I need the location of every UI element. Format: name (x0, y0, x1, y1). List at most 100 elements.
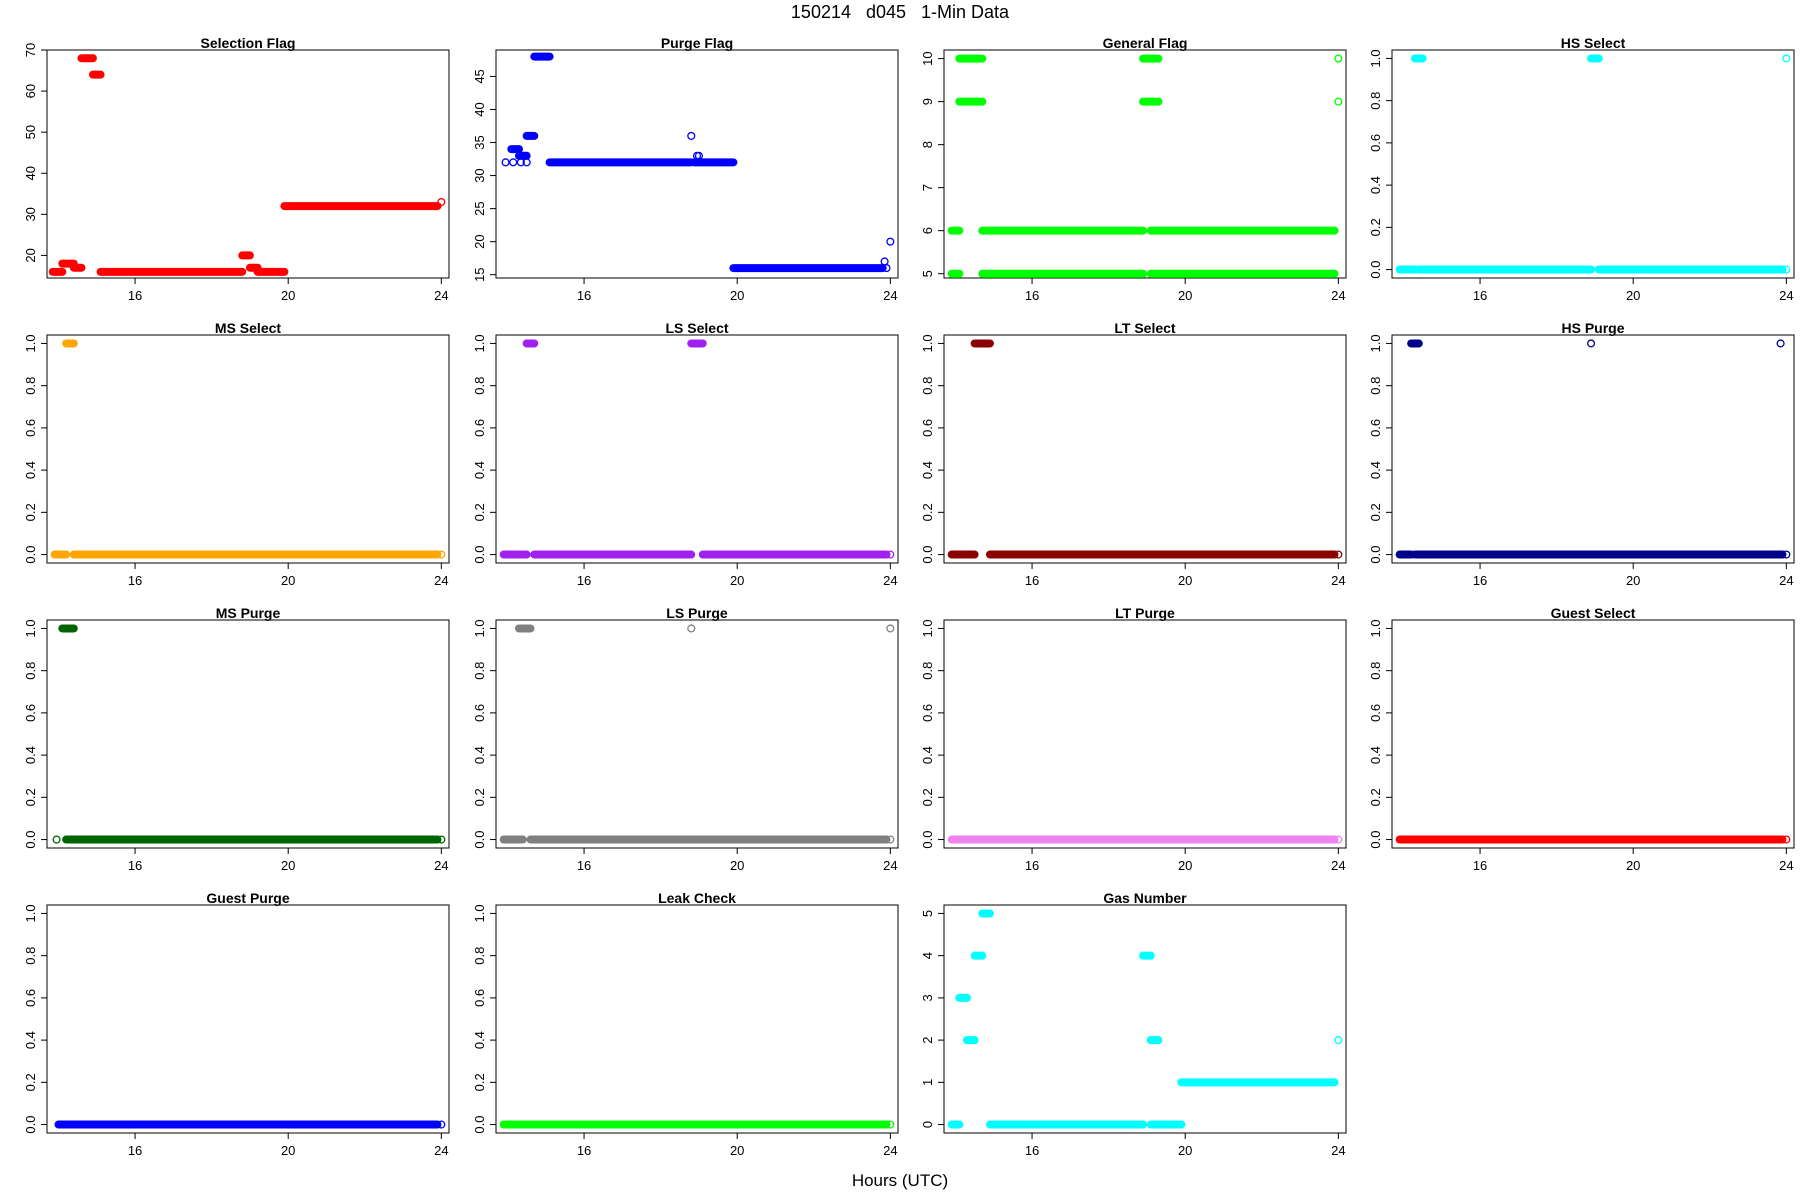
data-point (880, 257, 889, 266)
plot-frame (943, 904, 1347, 1134)
y-tick-label: 0.2 (1368, 503, 1383, 521)
y-tick-label: 9 (920, 98, 935, 105)
plot-frame (495, 904, 899, 1134)
data-point (1776, 339, 1785, 348)
data-point (1782, 265, 1791, 274)
panel-title: HS Select (1561, 35, 1626, 51)
series-points (50, 339, 446, 559)
y-tick-label: 25 (472, 201, 487, 215)
plot-frame (1391, 49, 1795, 279)
series-points (501, 52, 895, 273)
x-tick-label: 20 (281, 1143, 295, 1158)
data-point (437, 550, 446, 559)
y-tick-label: 0.4 (920, 461, 935, 479)
data-point (1334, 835, 1343, 844)
plot-frame (1391, 619, 1795, 849)
y-tick-label: 0.0 (472, 1116, 487, 1134)
x-tick-label: 16 (577, 858, 591, 873)
y-tick-label: 0.8 (23, 662, 38, 680)
y-tick-label: 0.4 (472, 1031, 487, 1049)
plot-frame (46, 49, 450, 279)
x-tick-label: 16 (1473, 288, 1487, 303)
y-tick-label: 45 (472, 69, 487, 83)
series-points (499, 339, 895, 559)
x-tick-label: 16 (1473, 573, 1487, 588)
series-points (1395, 835, 1791, 844)
y-tick-label: 0.2 (920, 788, 935, 806)
y-tick-label: 0.0 (1368, 546, 1383, 564)
chart-panel: LT Select 16 20 24 0.0 0.2 0.4 0.6 0.8 1.0 (920, 320, 1347, 588)
chart-panel: HS Purge 16 20 24 0.0 0.2 0.4 0.6 0.8 1.0 (1368, 320, 1795, 588)
series-points (499, 1120, 895, 1129)
panel-title: Selection Flag (201, 35, 296, 51)
x-tick-label: 24 (883, 858, 897, 873)
y-tick-label: 0.6 (23, 704, 38, 722)
y-tick-label: 0.2 (472, 1073, 487, 1091)
y-tick-label: 20 (472, 234, 487, 248)
y-tick-label: 0.6 (920, 704, 935, 722)
y-tick-label: 1.0 (472, 619, 487, 637)
y-tick-label: 4 (920, 952, 935, 959)
y-tick-label: 0.0 (920, 546, 935, 564)
data-point (437, 1120, 446, 1129)
y-tick-label: 0.8 (920, 662, 935, 680)
chart-panel: LT Purge 16 20 24 0.0 0.2 0.4 0.6 0.8 1.0 (920, 605, 1347, 873)
y-tick-label: 0 (920, 1121, 935, 1128)
x-tick-label: 16 (577, 288, 591, 303)
y-tick-label: 0.2 (23, 503, 38, 521)
y-tick-label: 5 (920, 910, 935, 917)
x-tick-label: 24 (434, 573, 448, 588)
panel-title: General Flag (1103, 35, 1188, 51)
y-tick-label: 1.0 (1368, 334, 1383, 352)
y-tick-label: 10 (920, 51, 935, 65)
y-tick-label: 1.0 (920, 619, 935, 637)
data-point (1334, 54, 1343, 63)
x-tick-label: 24 (1779, 288, 1793, 303)
data-point (886, 835, 895, 844)
data-point (501, 158, 510, 167)
data-point (687, 131, 696, 140)
x-tick-label: 20 (1178, 858, 1192, 873)
plot-frame (46, 334, 450, 564)
x-tick-label: 24 (434, 1143, 448, 1158)
data-point (886, 550, 895, 559)
chart-panel: LS Purge 16 20 24 0.0 0.2 0.4 0.6 0.8 1.0 (472, 605, 899, 873)
x-tick-label: 16 (128, 858, 142, 873)
data-point (1782, 550, 1791, 559)
x-tick-label: 20 (730, 858, 744, 873)
y-tick-label: 2 (920, 1036, 935, 1043)
x-tick-label: 16 (1473, 858, 1487, 873)
x-tick-label: 20 (1178, 573, 1192, 588)
panel-title: Leak Check (658, 890, 736, 906)
y-tick-label: 0.4 (23, 1031, 38, 1049)
y-tick-label: 1.0 (23, 334, 38, 352)
x-tick-label: 16 (577, 1143, 591, 1158)
plot-frame (943, 334, 1347, 564)
panel-title: LS Select (665, 320, 728, 336)
y-tick-label: 0.0 (1368, 831, 1383, 849)
y-tick-label: 0.4 (1368, 461, 1383, 479)
data-point (882, 264, 891, 273)
data-point (522, 158, 531, 167)
data-point (1782, 54, 1791, 63)
series-points (54, 1120, 446, 1129)
x-tick-label: 24 (883, 288, 897, 303)
y-tick-label: 0.8 (23, 947, 38, 965)
y-tick-label: 0.6 (472, 704, 487, 722)
x-tick-label: 16 (1025, 1143, 1039, 1158)
y-tick-label: 0.0 (472, 831, 487, 849)
y-tick-label: 0.6 (472, 419, 487, 437)
series-points (947, 835, 1343, 844)
y-tick-label: 0.2 (23, 788, 38, 806)
y-tick-label: 3 (920, 994, 935, 1001)
chart-panel: General Flag 16 20 24 5 6 7 8 9 10 (920, 35, 1347, 303)
x-tick-label: 20 (730, 573, 744, 588)
x-tick-label: 20 (1178, 1143, 1192, 1158)
panel-title: MS Select (215, 320, 281, 336)
x-tick-label: 20 (1178, 288, 1192, 303)
y-tick-label: 0.6 (1368, 419, 1383, 437)
plot-frame (943, 49, 1347, 279)
y-tick-label: 0.6 (1368, 704, 1383, 722)
x-tick-label: 20 (730, 288, 744, 303)
data-point (52, 835, 61, 844)
